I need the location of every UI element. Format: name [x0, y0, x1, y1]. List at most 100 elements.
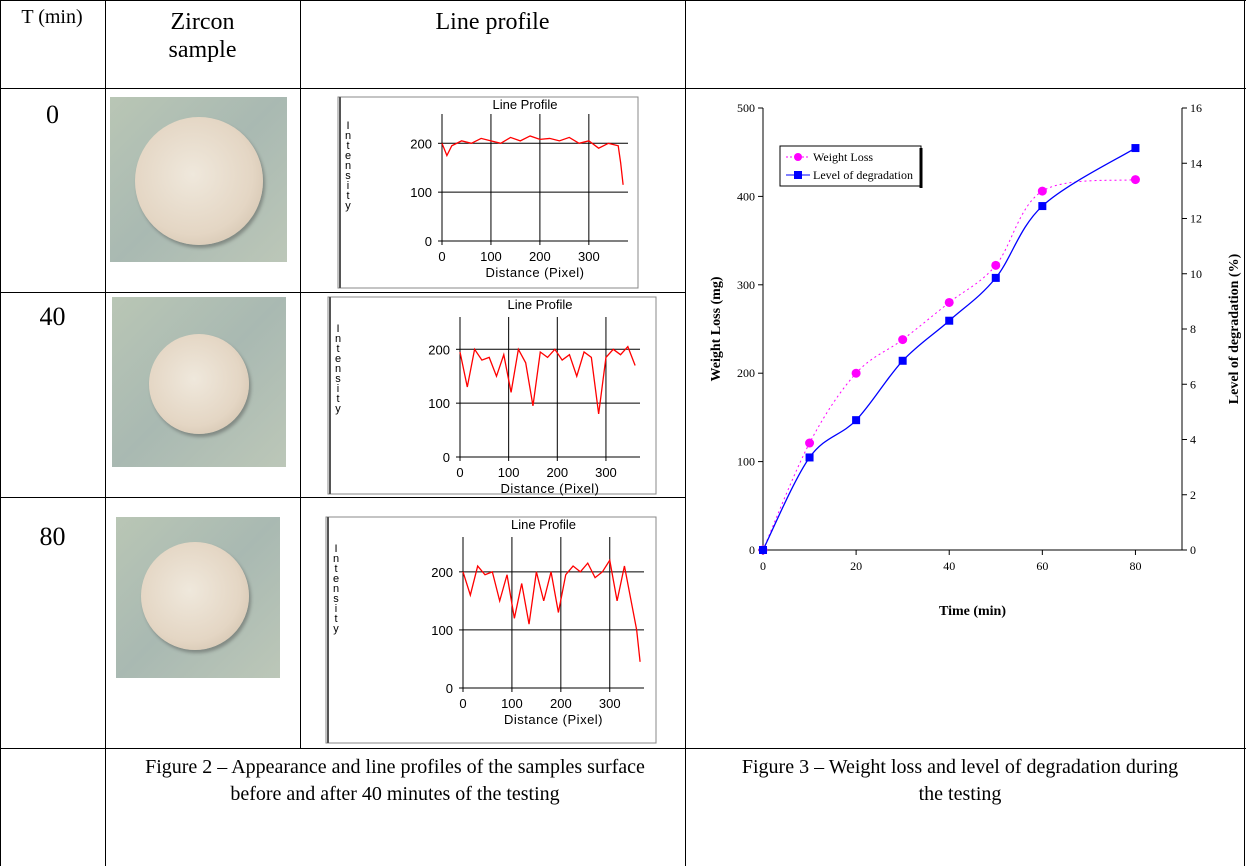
- profile-line: [462, 558, 641, 662]
- x-tick-label: 100: [480, 249, 502, 264]
- data-point: [898, 356, 907, 365]
- data-point: [991, 260, 1001, 270]
- series-line: [762, 179, 1136, 551]
- y2-tick-label: 0: [1190, 543, 1196, 557]
- x-axis-label: Distance (Pixel): [485, 265, 584, 280]
- border: [0, 748, 1246, 749]
- y-tick-label: 200: [410, 136, 432, 151]
- y2-tick-label: 2: [1190, 488, 1196, 502]
- x-tick-label: 20: [850, 559, 862, 573]
- data-point: [759, 546, 767, 554]
- border: [300, 0, 301, 748]
- y-tick-label: 200: [737, 366, 755, 380]
- profile-line: [441, 135, 624, 185]
- y-tick-label: 500: [737, 101, 755, 115]
- y-tick-label: 300: [737, 278, 755, 292]
- x-tick-label: 300: [599, 696, 621, 711]
- legend-label: Level of degradation: [813, 168, 913, 182]
- y2-tick-label: 6: [1190, 377, 1196, 391]
- border: [0, 0, 1, 866]
- legend-label: Weight Loss: [813, 150, 873, 164]
- data-point: [1130, 175, 1140, 185]
- x-tick-label: 0: [459, 696, 466, 711]
- data-point: [1037, 186, 1047, 196]
- y2-tick-label: 10: [1190, 267, 1202, 281]
- data-point: [851, 368, 861, 378]
- data-point: [1038, 202, 1047, 211]
- y-tick-label: 100: [431, 623, 453, 638]
- time-cell: 40: [39, 302, 66, 331]
- sample-photo: [116, 517, 280, 678]
- y-tick-label: 0: [446, 681, 453, 696]
- x-tick-label: 300: [595, 465, 617, 480]
- border: [0, 497, 685, 498]
- y-tick-label: 100: [428, 396, 450, 411]
- data-point: [991, 273, 1000, 282]
- x-tick-label: 80: [1129, 559, 1141, 573]
- x-axis-label: Distance (Pixel): [504, 712, 603, 727]
- x-tick-label: 200: [550, 696, 572, 711]
- y-tick-label: 100: [410, 185, 432, 200]
- x-tick-label: 40: [943, 559, 955, 573]
- y2-tick-label: 14: [1190, 156, 1202, 170]
- data-point: [945, 316, 954, 325]
- y2-tick-label: 8: [1190, 322, 1196, 336]
- y-tick-label: 0: [425, 234, 432, 249]
- border: [0, 88, 1246, 89]
- y2-tick-label: 4: [1190, 433, 1196, 447]
- data-point: [898, 335, 908, 345]
- legend-marker: [794, 153, 802, 161]
- coin: [149, 334, 249, 434]
- y-tick-label: 400: [737, 189, 755, 203]
- profile-line: [459, 345, 636, 415]
- chart-title: Line Profile: [507, 297, 572, 312]
- x-tick-label: 200: [546, 465, 568, 480]
- x-tick-label: 200: [529, 249, 551, 264]
- y-tick-label: 200: [431, 565, 453, 580]
- sample-photo: [112, 297, 286, 467]
- chart-title: Line Profile: [492, 97, 557, 112]
- y-axis-label: Intensity: [330, 543, 342, 634]
- x-tick-label: 60: [1036, 559, 1048, 573]
- border: [0, 0, 1246, 1]
- border: [0, 292, 685, 293]
- time-cell: 0: [46, 100, 59, 129]
- y2-axis-label: Level of degradation (%): [1227, 253, 1242, 404]
- x-axis-label: Distance (Pixel): [500, 481, 599, 496]
- chart-title: Line Profile: [511, 517, 576, 532]
- data-point: [805, 438, 815, 448]
- y-axis-label: Weight Loss (mg): [709, 276, 724, 381]
- y2-tick-label: 16: [1190, 101, 1202, 115]
- y2-tick-label: 12: [1190, 212, 1202, 226]
- y-tick-label: 0: [443, 450, 450, 465]
- time-cell: 80: [39, 522, 66, 551]
- data-point: [944, 297, 954, 307]
- y-tick-label: 100: [737, 455, 755, 469]
- header-cell: Zircon sample: [168, 9, 237, 63]
- data-point: [852, 416, 861, 425]
- data-point: [805, 453, 814, 462]
- y-axis-label: Intensity: [342, 120, 354, 211]
- header-cell: Line profile: [435, 9, 550, 35]
- x-tick-label: 0: [456, 465, 463, 480]
- series-line: [762, 147, 1136, 551]
- coin: [135, 117, 263, 245]
- x-axis-label: Time (min): [939, 604, 1006, 619]
- x-tick-label: 0: [760, 559, 766, 573]
- border: [1244, 0, 1245, 866]
- x-tick-label: 0: [438, 249, 445, 264]
- caption: Figure 2 – Appearance and line profiles …: [145, 756, 645, 805]
- header-cell: T (min): [21, 6, 83, 28]
- x-tick-label: 100: [498, 465, 520, 480]
- y-tick-label: 0: [749, 543, 755, 557]
- caption: Figure 3 – Weight loss and level of degr…: [741, 756, 1179, 805]
- x-tick-label: 100: [501, 696, 523, 711]
- legend-marker: [794, 171, 802, 179]
- y-tick-label: 200: [428, 342, 450, 357]
- coin: [141, 542, 249, 650]
- sample-photo: [110, 97, 287, 262]
- border: [105, 0, 106, 866]
- x-tick-label: 300: [578, 249, 600, 264]
